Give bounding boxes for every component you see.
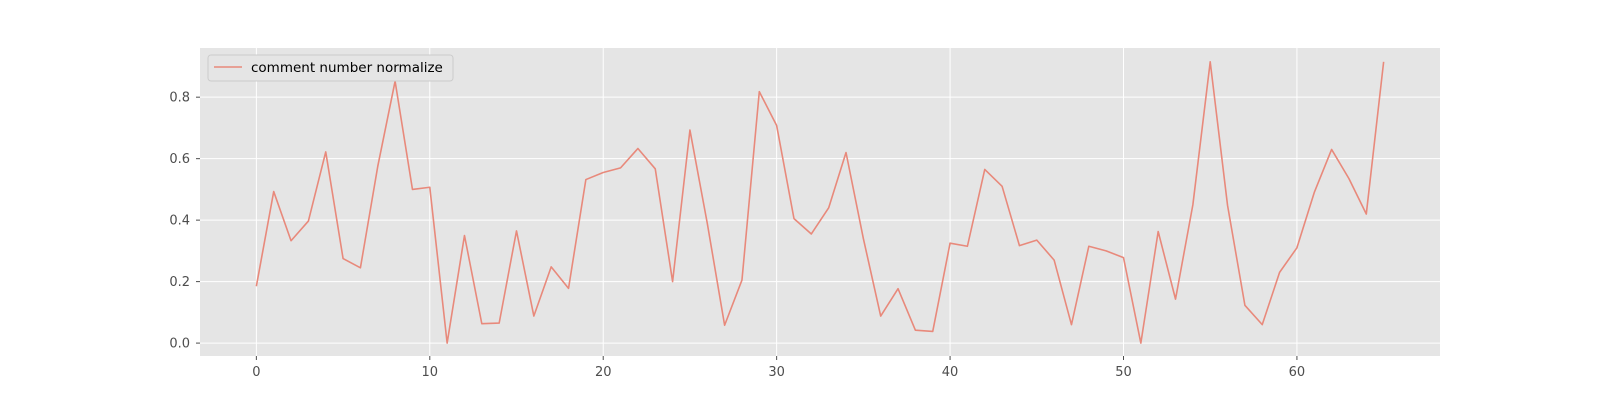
y-tick-label: 0.4 bbox=[169, 214, 190, 229]
y-tick-label: 0.0 bbox=[169, 337, 190, 352]
axis-ticks: 0 10 20 30 40 50 60 0.0 0.2 0.4 0.6 0.8 bbox=[169, 91, 1305, 380]
series-line bbox=[255, 61, 1385, 344]
x-tick-label: 40 bbox=[942, 365, 959, 380]
y-tick-label: 0.6 bbox=[169, 152, 190, 167]
legend-box bbox=[207, 54, 454, 82]
x-tick-label: 60 bbox=[1289, 365, 1306, 380]
y-tick-label: 0.8 bbox=[169, 91, 190, 106]
x-tick-label: 50 bbox=[1115, 365, 1132, 380]
series-layer bbox=[255, 61, 1385, 344]
grid-lines bbox=[200, 48, 1440, 356]
plot-area bbox=[200, 48, 1440, 356]
legend: comment number normalize bbox=[207, 54, 454, 82]
x-tick-label: 20 bbox=[595, 365, 612, 380]
legend-label: comment number normalize bbox=[251, 60, 443, 76]
x-tick-label: 10 bbox=[422, 365, 439, 380]
y-tick-label: 0.2 bbox=[169, 275, 190, 290]
x-tick-label: 0 bbox=[252, 365, 260, 380]
x-tick-label: 30 bbox=[768, 365, 785, 380]
